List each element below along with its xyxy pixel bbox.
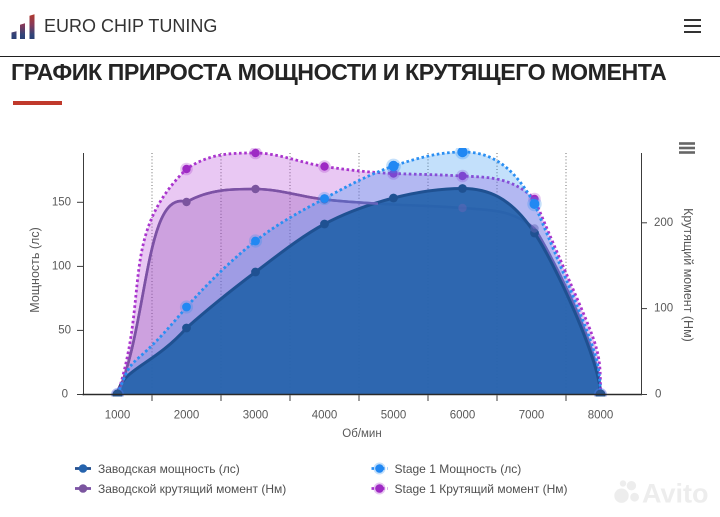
svg-text:Avito: Avito xyxy=(642,479,709,509)
svg-text:Заводской крутящий момент (Нм): Заводской крутящий момент (Нм) xyxy=(98,482,286,496)
svg-text:1000: 1000 xyxy=(105,410,131,422)
svg-text:200: 200 xyxy=(654,217,673,229)
svg-text:Stage 1 Мощность (лс): Stage 1 Мощность (лс) xyxy=(395,462,522,476)
svg-text:100: 100 xyxy=(654,303,673,315)
svg-text:50: 50 xyxy=(58,324,71,336)
svg-text:Мощность (лс): Мощность (лс) xyxy=(28,227,42,312)
svg-text:Stage 1 Крутящий момент (Нм): Stage 1 Крутящий момент (Нм) xyxy=(395,482,568,496)
svg-text:Заводская мощность (лс): Заводская мощность (лс) xyxy=(98,462,240,476)
svg-text:2000: 2000 xyxy=(174,410,200,422)
svg-text:7000: 7000 xyxy=(519,410,545,422)
svg-text:3000: 3000 xyxy=(243,410,269,422)
svg-text:8000: 8000 xyxy=(588,410,614,422)
svg-text:Крутящий момент (Нм): Крутящий момент (Нм) xyxy=(681,208,695,342)
svg-text:Об/мин: Об/мин xyxy=(342,428,381,440)
svg-text:5000: 5000 xyxy=(381,410,407,422)
svg-text:0: 0 xyxy=(655,389,661,401)
svg-text:100: 100 xyxy=(52,260,71,272)
svg-text:4000: 4000 xyxy=(312,410,338,422)
svg-text:6000: 6000 xyxy=(450,410,476,422)
svg-text:150: 150 xyxy=(52,196,71,208)
svg-text:0: 0 xyxy=(62,389,68,401)
